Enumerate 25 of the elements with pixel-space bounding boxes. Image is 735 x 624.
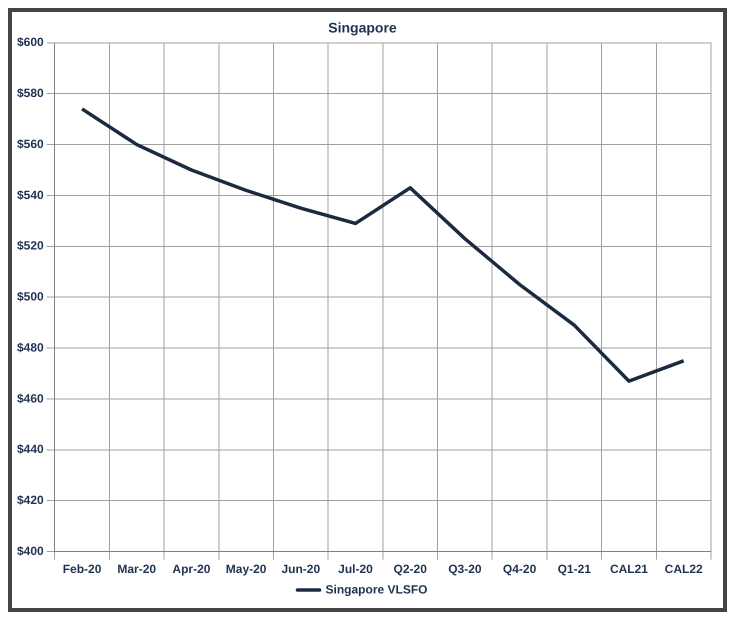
y-tick-label: $400: [16, 544, 44, 558]
x-tick-label: Apr-20: [172, 562, 211, 576]
y-tick-label: $520: [16, 238, 44, 253]
legend-label: Singapore VLSFO: [325, 582, 428, 596]
y-tick-label: $480: [16, 340, 44, 354]
x-tick-label: Q4-20: [502, 562, 537, 576]
y-tick-label: $460: [16, 391, 44, 406]
x-tick-label: Q2-20: [394, 562, 428, 576]
y-tick-label: $420: [16, 493, 44, 508]
y-tick-label: $580: [16, 86, 44, 100]
x-tick-label: Jul-20: [338, 562, 374, 576]
x-tick-label: CAL21: [610, 562, 648, 576]
y-tick-label: $500: [16, 290, 44, 304]
y-tick-label: $560: [16, 136, 44, 151]
x-tick-label: Q3-20: [448, 562, 482, 576]
x-tick-label: Q1-21: [558, 562, 592, 576]
x-tick-label: Feb-20: [62, 562, 102, 576]
chart-title: Singapore: [328, 19, 397, 36]
x-tick-label: Mar-20: [117, 562, 156, 576]
x-tick-label: Jun-20: [281, 562, 320, 576]
x-tick-label: CAL22: [664, 562, 703, 576]
y-tick-label: $440: [16, 442, 44, 456]
y-tick-label: $540: [16, 188, 44, 202]
y-tick-label: $600: [16, 35, 44, 50]
x-tick-label: May-20: [226, 562, 267, 576]
